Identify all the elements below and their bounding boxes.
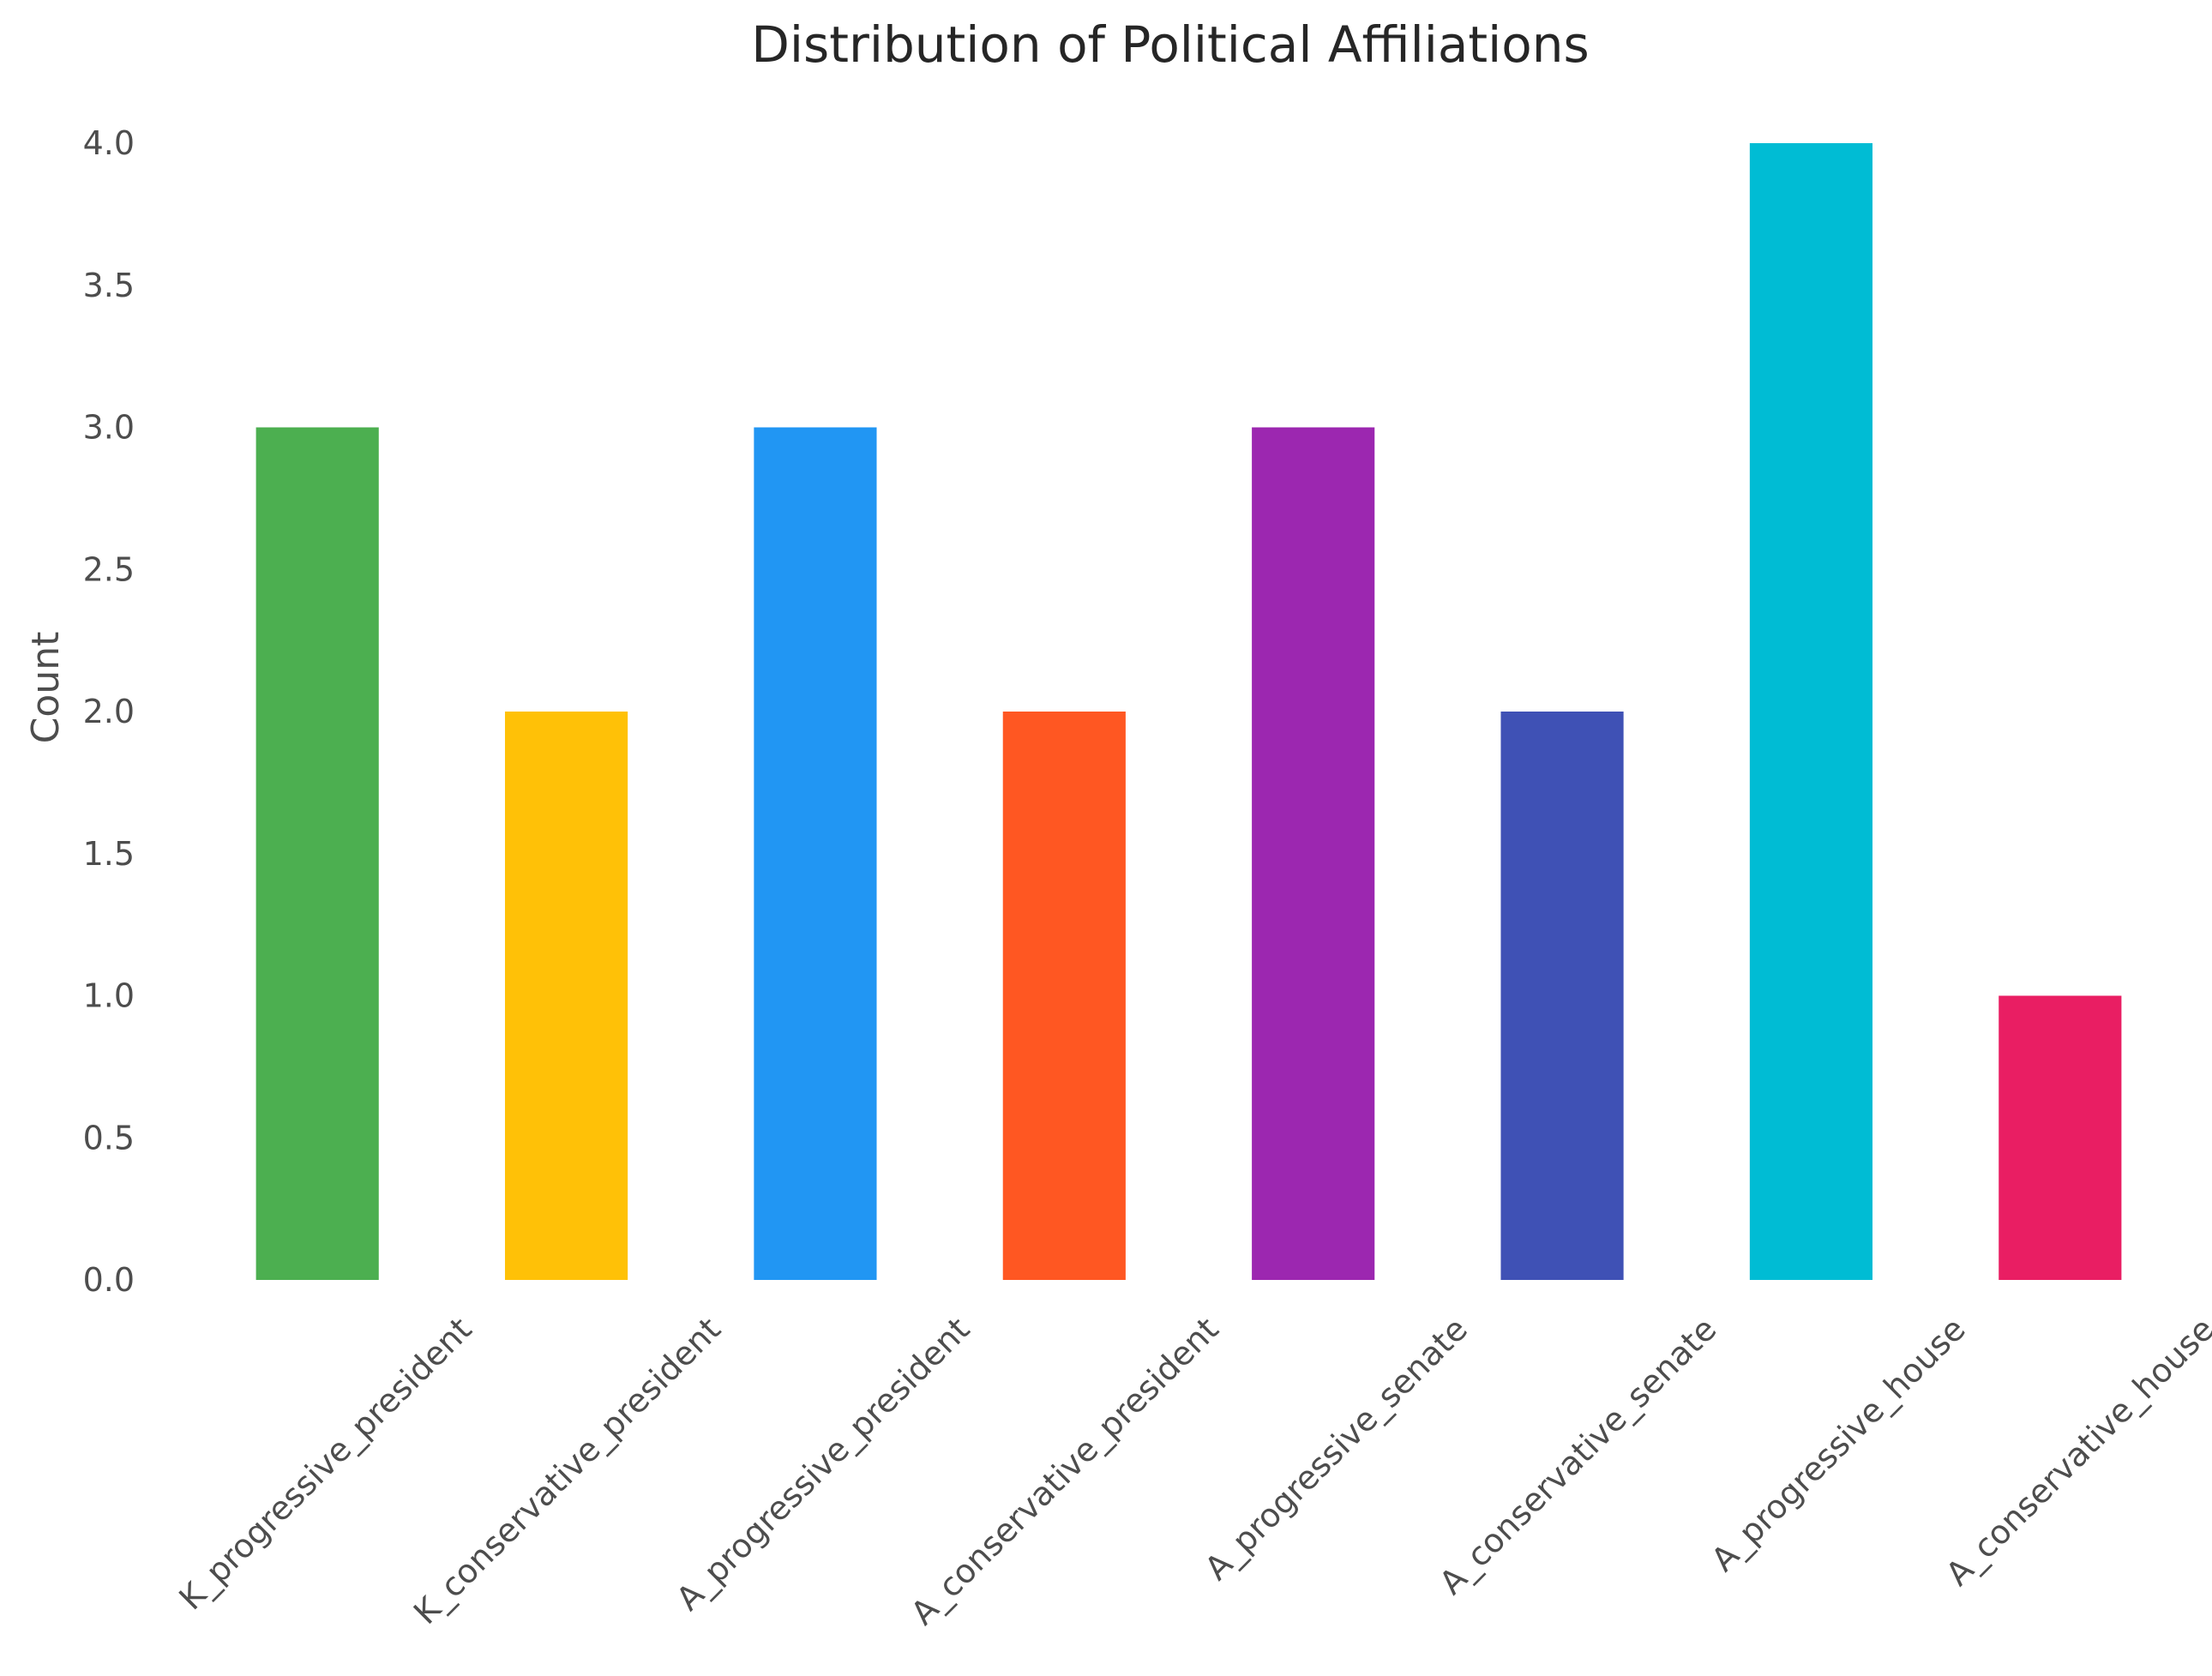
y-tick-label: 2.0 [83, 693, 135, 730]
y-axis-label: Count [24, 632, 68, 744]
y-tick-label: 2.5 [83, 550, 135, 588]
y-tick-label: 1.0 [83, 977, 135, 1015]
y-tick-label: 0.5 [83, 1119, 135, 1156]
y-tick-label: 4.0 [83, 124, 135, 162]
x-tick-label: A_progressive_senate [1198, 1310, 1475, 1587]
bar-a-conservative-house [1999, 995, 2122, 1280]
x-tick-label: K_progressive_president [171, 1310, 478, 1617]
x-tick-label: A_conservative_senate [1432, 1310, 1723, 1601]
x-tick-label: A_progressive_house [1704, 1310, 1973, 1578]
bars [255, 143, 2122, 1280]
x-tick-label: A_progressive_president [669, 1310, 977, 1618]
bar-a-progressive-house [1749, 143, 1873, 1280]
bar-k-conservative-president [504, 712, 628, 1280]
bar-k-progressive-president [255, 427, 379, 1280]
bar-a-conservative-president [1002, 712, 1126, 1280]
y-tick-label: 3.0 [83, 409, 135, 447]
y-tick-label: 0.0 [83, 1261, 135, 1299]
chart-title: Distribution of Political Affiliations [751, 15, 1589, 74]
bar-a-progressive-president [754, 427, 877, 1280]
x-tick-label: A_conservative_house [1939, 1310, 2212, 1593]
x-axis-ticks: K_progressive_presidentK_conservative_pr… [171, 1310, 2212, 1632]
y-tick-label: 3.5 [83, 267, 135, 304]
y-axis-ticks: 0.0 0.5 1.0 1.5 2.0 2.5 3.0 3.5 4.0 [83, 124, 135, 1299]
bar-a-conservative-senate [1500, 712, 1624, 1280]
y-tick-label: 1.5 [83, 835, 135, 873]
bar-a-progressive-senate [1252, 427, 1375, 1280]
